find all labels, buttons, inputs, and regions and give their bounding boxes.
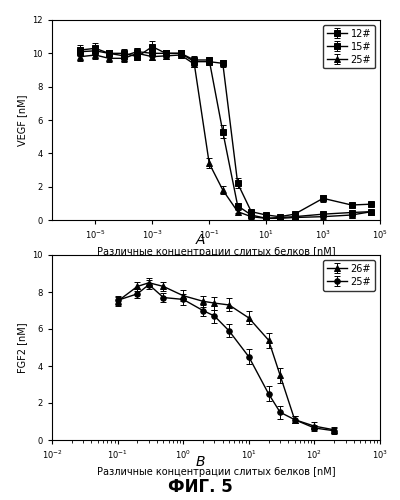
Legend: 12#, 15#, 25#: 12#, 15#, 25# [324,25,375,68]
Y-axis label: FGF2 [nM]: FGF2 [nM] [17,322,27,373]
X-axis label: Различные концентрации слитых белков [nM]: Различные концентрации слитых белков [nM… [97,247,335,257]
Text: В: В [195,456,205,469]
X-axis label: Различные концентрации слитых белков [nM]: Различные концентрации слитых белков [nM… [97,467,335,477]
Text: ФИГ. 5: ФИГ. 5 [168,478,232,496]
Text: А: А [195,233,205,247]
Y-axis label: VEGF [nM]: VEGF [nM] [17,94,27,146]
Legend: 26#, 25#: 26#, 25# [324,260,375,290]
